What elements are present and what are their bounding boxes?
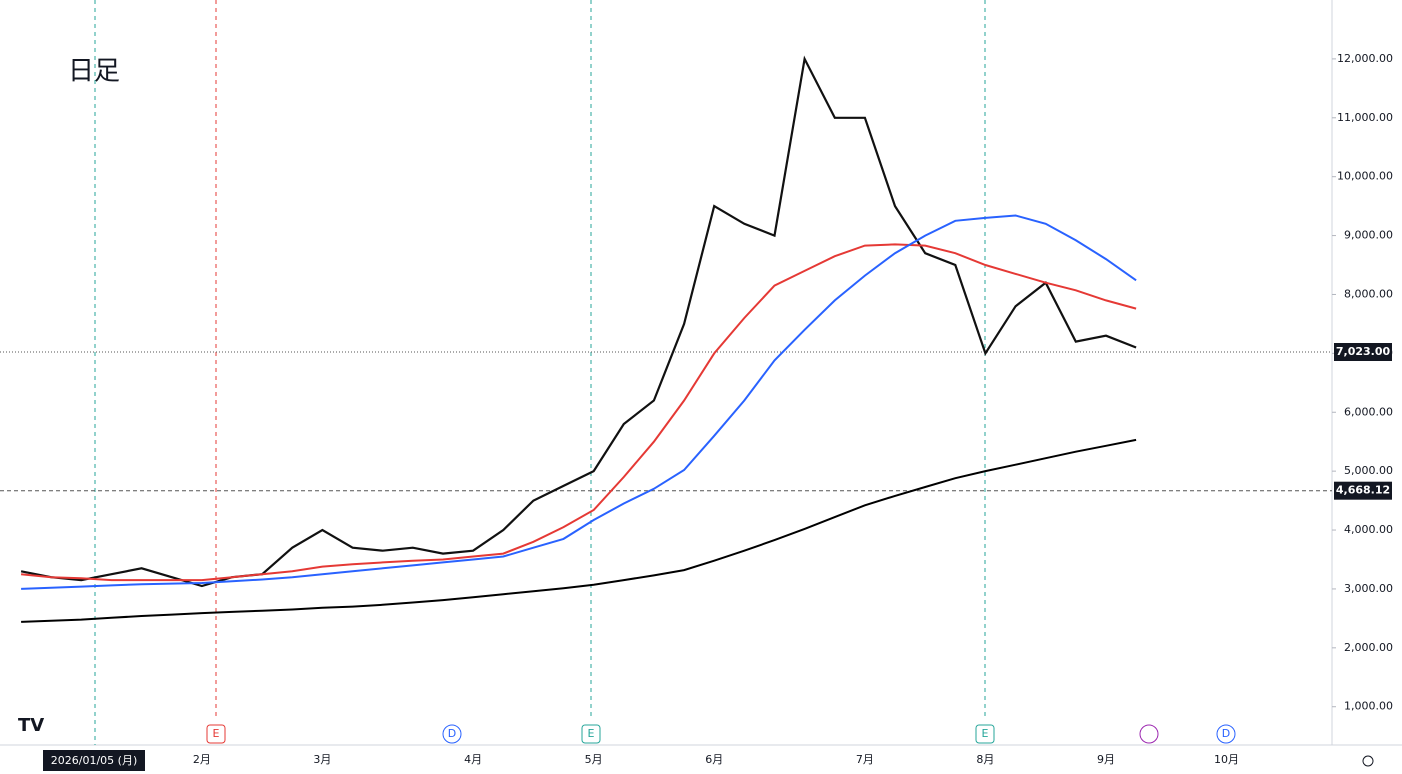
price-label-box (1334, 343, 1392, 362)
y-tick-label: 10,000.00 (1337, 170, 1393, 183)
price-label: 4,668.12 (1336, 484, 1390, 497)
x-tick-label: 9月 (1097, 753, 1115, 766)
y-tick-label: 1,000.00 (1344, 700, 1393, 713)
x-tick-label: 8月 (976, 753, 994, 766)
event-icon: E (206, 724, 226, 744)
event-icon-label: E (982, 727, 989, 740)
x-tick-label: 6月 (705, 753, 723, 766)
event-icon-label: D (448, 727, 456, 740)
price-label-box (1334, 481, 1392, 500)
y-tick-label: 11,000.00 (1337, 111, 1393, 124)
logo: TV (18, 715, 44, 736)
event-icon-label: D (1222, 727, 1230, 740)
event-icon: D (1216, 724, 1236, 744)
series-line (20, 55, 1137, 588)
chart-title: 日足 (68, 57, 120, 87)
alert-icon (1139, 724, 1159, 744)
crosshair-label-box (43, 750, 145, 771)
series-line (21, 214, 1137, 590)
y-tick-label: 8,000.00 (1344, 287, 1393, 300)
event-icon-label: E (588, 727, 595, 740)
event-icon: E (975, 724, 995, 744)
y-tick-label: 5,000.00 (1344, 464, 1393, 477)
price-label: 7,023.00 (1336, 345, 1391, 358)
y-tick-label: 3,000.00 (1344, 582, 1393, 595)
y-tick-label: 9,000.00 (1344, 229, 1393, 242)
settings-icon[interactable] (1362, 755, 1374, 767)
event-icon: E (581, 724, 601, 744)
series-line (21, 438, 1137, 623)
y-tick-label: 12,000.00 (1337, 52, 1393, 65)
x-tick-label: 10月 (1214, 753, 1239, 766)
x-tick-label: 4月 (464, 753, 482, 766)
y-tick-label: 2,000.00 (1344, 641, 1393, 654)
x-tick-label: 5月 (585, 753, 603, 766)
series-line (21, 243, 1137, 582)
x-tick-label: 2月 (193, 753, 211, 766)
crosshair-label: 2026/01/05 (月) (51, 754, 137, 767)
x-tick-label: 7月 (856, 753, 874, 766)
y-tick-label: 4,000.00 (1344, 523, 1393, 536)
y-tick-label: 6,000.00 (1344, 405, 1393, 418)
event-icon-label: E (213, 727, 220, 740)
event-icon: D (442, 724, 462, 744)
x-tick-label: 3月 (313, 753, 331, 766)
